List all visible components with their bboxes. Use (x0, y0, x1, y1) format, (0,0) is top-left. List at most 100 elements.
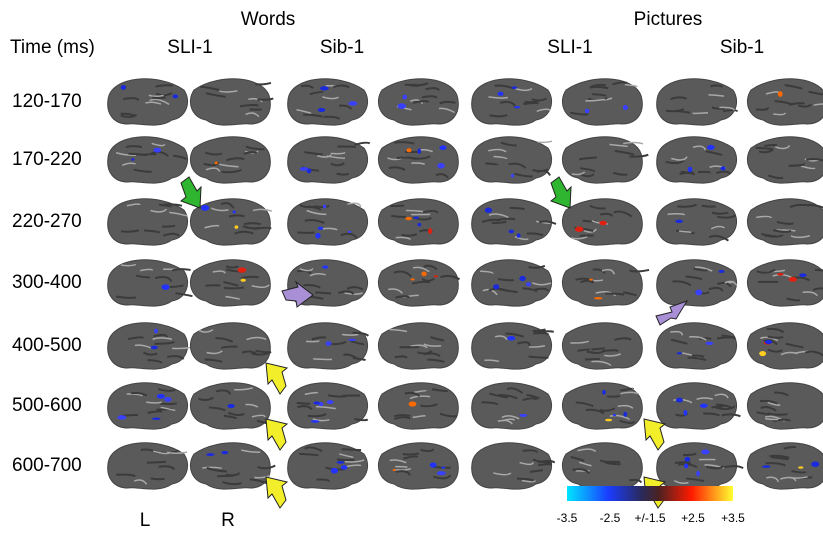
sulcus (352, 357, 366, 362)
sulcus (584, 357, 600, 361)
sulcus (393, 270, 412, 278)
sulcus (585, 98, 606, 102)
cortex (656, 198, 737, 246)
sulcus (411, 280, 431, 285)
sulcus (223, 281, 239, 287)
cortex (747, 382, 823, 430)
sulcus (338, 104, 353, 110)
activation (516, 233, 521, 238)
cortex (471, 259, 552, 307)
activation (777, 272, 784, 276)
sulcus (421, 95, 438, 99)
sulcus (155, 84, 173, 88)
brain (562, 382, 643, 430)
sulcus (620, 387, 634, 392)
sulcus (620, 391, 639, 395)
green-arrow (179, 176, 202, 209)
sulcus (494, 335, 508, 341)
sulcus (756, 215, 773, 219)
sulcus (221, 168, 243, 174)
activation (405, 216, 412, 221)
sulcus (420, 448, 435, 453)
activation (484, 207, 493, 213)
sulcus (571, 171, 586, 176)
activation (429, 462, 437, 468)
sulcus (304, 446, 323, 453)
cortex (378, 382, 459, 430)
activation (154, 328, 158, 334)
sulcus (327, 394, 346, 398)
brain (562, 442, 643, 490)
sulcus (401, 233, 418, 237)
activation (421, 271, 427, 277)
brain (747, 322, 823, 370)
activation (206, 453, 215, 457)
sulcus (814, 269, 823, 272)
sulcus (613, 171, 628, 176)
sulcus (724, 280, 738, 286)
brain (107, 322, 193, 370)
row-label: 120-170 (12, 91, 82, 112)
activation (427, 228, 433, 235)
brain (378, 198, 459, 246)
sulcus (767, 348, 783, 353)
sulcus (425, 87, 440, 92)
sulcus (154, 276, 173, 283)
sulcus (297, 231, 315, 234)
sulcus (126, 393, 143, 397)
sulcus (570, 455, 585, 462)
sulcus (430, 336, 444, 342)
sulcus (710, 225, 725, 230)
cortex (656, 259, 737, 307)
sulcus (344, 292, 363, 295)
cortex (747, 322, 823, 370)
sulcus (299, 268, 314, 272)
sulcus (309, 90, 324, 96)
sulcus (396, 156, 417, 160)
sulcus (395, 295, 411, 299)
sulcus (756, 268, 776, 274)
sulcus (783, 446, 797, 450)
sulcus (227, 411, 245, 416)
sulcus (578, 461, 592, 467)
sulcus (226, 157, 245, 162)
sulcus (157, 388, 176, 392)
sulcus (488, 213, 509, 219)
sulcus (169, 211, 188, 217)
sulcus (665, 159, 685, 165)
activation (153, 147, 162, 153)
activation (622, 105, 629, 110)
sulcus (577, 348, 591, 352)
brain (656, 136, 737, 184)
sulcus (208, 406, 226, 412)
sulcus (687, 356, 707, 362)
activation (340, 465, 348, 470)
sulcus (440, 274, 461, 281)
activation (696, 470, 700, 477)
activation (687, 166, 693, 173)
brain (190, 259, 271, 307)
brain (107, 198, 188, 246)
sulcus (223, 286, 245, 290)
yellow-arrow (643, 418, 667, 451)
colorbar-label: +/-1.5 (634, 511, 665, 525)
sulcus (506, 387, 524, 394)
sulcus (517, 341, 531, 347)
sulcus (309, 272, 326, 277)
sulcus (488, 148, 507, 153)
sulcus (791, 470, 807, 474)
sulcus (413, 100, 430, 104)
sulcus (323, 115, 341, 120)
row-label: 400-500 (12, 335, 82, 356)
activation (317, 226, 324, 230)
cortex (562, 382, 643, 430)
activation (310, 420, 320, 423)
activation (718, 269, 725, 274)
sulcus (686, 477, 705, 482)
activation (319, 86, 329, 91)
sulcus (219, 163, 239, 168)
sulcus (708, 94, 725, 97)
brain (747, 382, 823, 430)
activation (511, 173, 515, 178)
sulcus (538, 220, 557, 225)
